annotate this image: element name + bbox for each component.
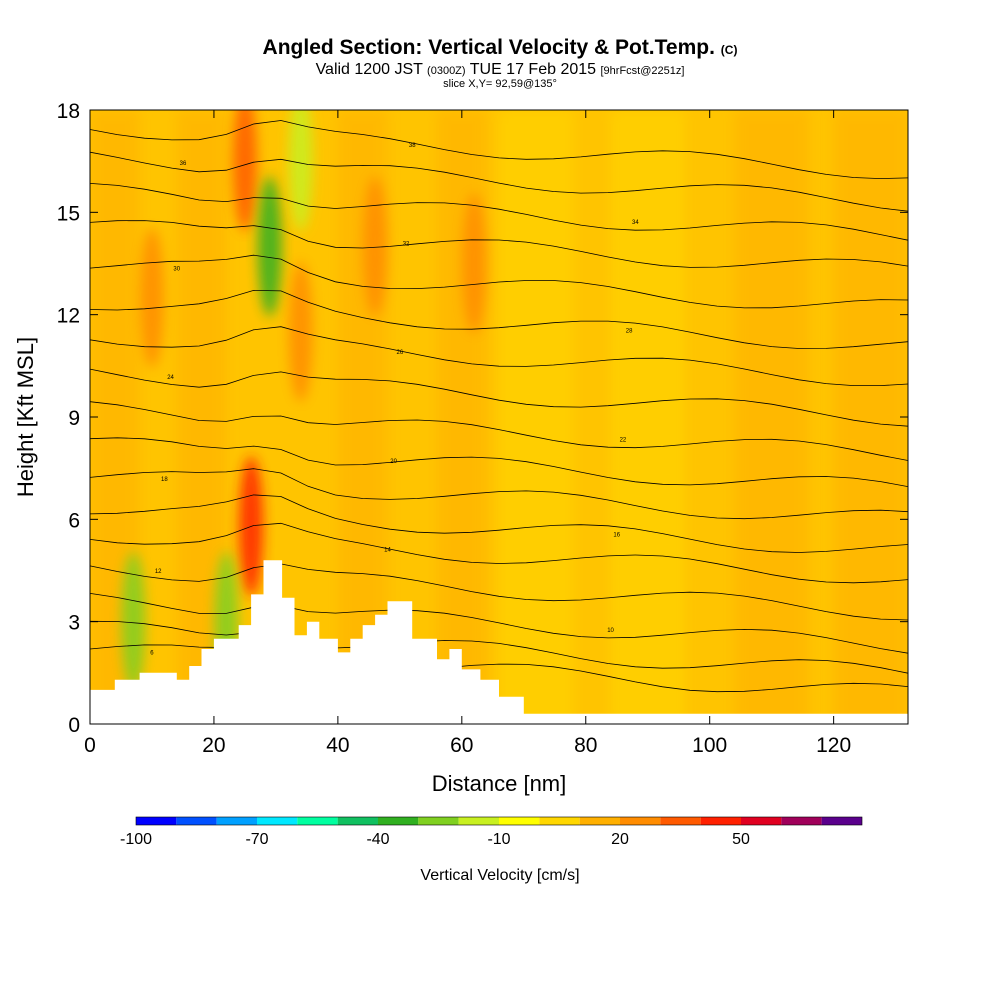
theta-contour-label: 16 xyxy=(613,533,620,539)
theta-contour xyxy=(90,368,908,427)
colorbar-swatch xyxy=(136,817,177,825)
colorbar-tick-label: 50 xyxy=(732,831,750,848)
velocity-band xyxy=(734,110,809,724)
velocity-band xyxy=(499,110,574,724)
theta-contour-label: 32 xyxy=(403,241,410,247)
theta-contour xyxy=(90,522,908,584)
theta-contour xyxy=(90,220,908,268)
colorbar-swatch xyxy=(499,817,540,825)
theta-contour-label: 10 xyxy=(607,628,614,634)
colorbar-swatch xyxy=(539,817,580,825)
colorbar-swatch xyxy=(660,817,701,825)
colorbar-swatch xyxy=(741,817,782,825)
x-tick-label: 60 xyxy=(450,734,473,757)
theta-contour xyxy=(90,120,908,180)
colorbar-swatch xyxy=(579,817,620,825)
x-tick-label: 100 xyxy=(692,734,727,757)
theta-contours: 68101214161820222426283032343638 xyxy=(90,120,908,693)
velocity-feature xyxy=(232,110,257,232)
theta-contour xyxy=(90,468,908,520)
colorbar-tick-label: -40 xyxy=(366,831,389,848)
velocity-feature xyxy=(462,193,487,334)
colorbar-tick-label: -100 xyxy=(120,831,152,848)
colorbar-swatch xyxy=(458,817,499,825)
theta-contour-label: 34 xyxy=(632,220,639,226)
plot-area: 68101214161820222426283032343638 xyxy=(90,110,908,724)
x-tick-label: 40 xyxy=(326,734,349,757)
velocity-feature xyxy=(257,176,282,317)
y-tick-label: 6 xyxy=(68,509,80,532)
theta-contour-label: 20 xyxy=(390,459,397,465)
theta-contour-label: 38 xyxy=(409,143,416,149)
x-axis-title: Distance [nm] xyxy=(432,771,567,796)
theta-contour-label: 22 xyxy=(620,438,627,444)
theta-contour xyxy=(90,254,908,309)
colorbar-swatch xyxy=(337,817,378,825)
theta-contour-label: 36 xyxy=(180,161,187,167)
colorbar-swatch xyxy=(216,817,257,825)
colorbar-title: Vertical Velocity [cm/s] xyxy=(420,867,579,884)
chart-title: Angled Section: Vertical Velocity & Pot.… xyxy=(0,36,1000,60)
theta-contour-label: 24 xyxy=(167,375,174,381)
x-tick-label: 120 xyxy=(816,734,851,757)
x-tick-label: 0 xyxy=(84,734,96,757)
slice-info: slice X,Y= 92,59@135° xyxy=(443,78,557,90)
y-tick-label: 18 xyxy=(57,100,80,123)
theta-contour xyxy=(90,401,908,461)
theta-contour-label: 26 xyxy=(397,350,404,356)
x-tick-label: 80 xyxy=(574,734,597,757)
theta-contour-label: 18 xyxy=(161,477,168,483)
theta-contour-label: 12 xyxy=(155,569,162,575)
colorbar-tick-label: -10 xyxy=(487,831,510,848)
velocity-band xyxy=(833,110,908,724)
theta-contour xyxy=(90,151,908,212)
chart-title-text: Angled Section: Vertical Velocity & Pot.… xyxy=(262,36,715,59)
y-tick-label: 15 xyxy=(57,202,80,225)
y-tick-label: 9 xyxy=(68,407,80,430)
velocity-band xyxy=(610,110,685,724)
valid-utc: (0300Z) xyxy=(427,65,466,77)
y-tick-label: 0 xyxy=(68,714,80,737)
colorbar-swatch xyxy=(781,817,822,825)
theta-contour-label: 28 xyxy=(626,329,633,335)
velocity-feature xyxy=(121,551,146,692)
theta-contour-label: 6 xyxy=(150,650,154,656)
theta-contour xyxy=(90,593,908,654)
colorbar-swatch xyxy=(297,817,338,825)
theta-contour xyxy=(90,494,908,553)
theta-contour xyxy=(90,563,908,621)
colorbar-swatch xyxy=(176,817,217,825)
terrain xyxy=(90,560,908,724)
theta-contour xyxy=(90,326,908,386)
theta-contour-label: 14 xyxy=(384,547,391,553)
theta-contour xyxy=(90,289,908,349)
y-tick-label: 12 xyxy=(57,305,80,328)
colorbar: -100 -70 -40 -10 20 50 xyxy=(120,816,863,848)
x-tick-label: 20 xyxy=(202,734,225,757)
theta-contour xyxy=(90,183,908,241)
theta-contour xyxy=(90,437,908,487)
theta-contour xyxy=(90,620,908,674)
colorbar-swatch xyxy=(821,817,862,825)
colorbar-swatch xyxy=(378,817,419,825)
y-tick-label: 3 xyxy=(68,612,80,635)
valid-prefix: Valid 1200 JST xyxy=(315,61,423,78)
colorbar-swatch xyxy=(700,817,741,825)
velocity-feature xyxy=(288,110,313,232)
velocity-feature xyxy=(363,176,388,317)
valid-date: TUE 17 Feb 2015 xyxy=(469,61,597,78)
colorbar-tick-label: 20 xyxy=(611,831,629,848)
colorbar-swatch xyxy=(257,817,298,825)
colorbar-frame xyxy=(135,816,863,826)
valid-time: Valid 1200 JST (0300Z) TUE 17 Feb 2015 [… xyxy=(0,61,1000,79)
y-axis-title: Height [Kft MSL] xyxy=(13,337,38,497)
colorbar-swatch xyxy=(620,817,661,825)
colorbar-swatch xyxy=(418,817,459,825)
theta-contour-label: 30 xyxy=(173,266,180,272)
forecast-tag: [9hrFcst@2251z] xyxy=(600,65,685,77)
chart-title-tag: (C) xyxy=(720,43,738,57)
colorbar-tick-label: -70 xyxy=(245,831,268,848)
